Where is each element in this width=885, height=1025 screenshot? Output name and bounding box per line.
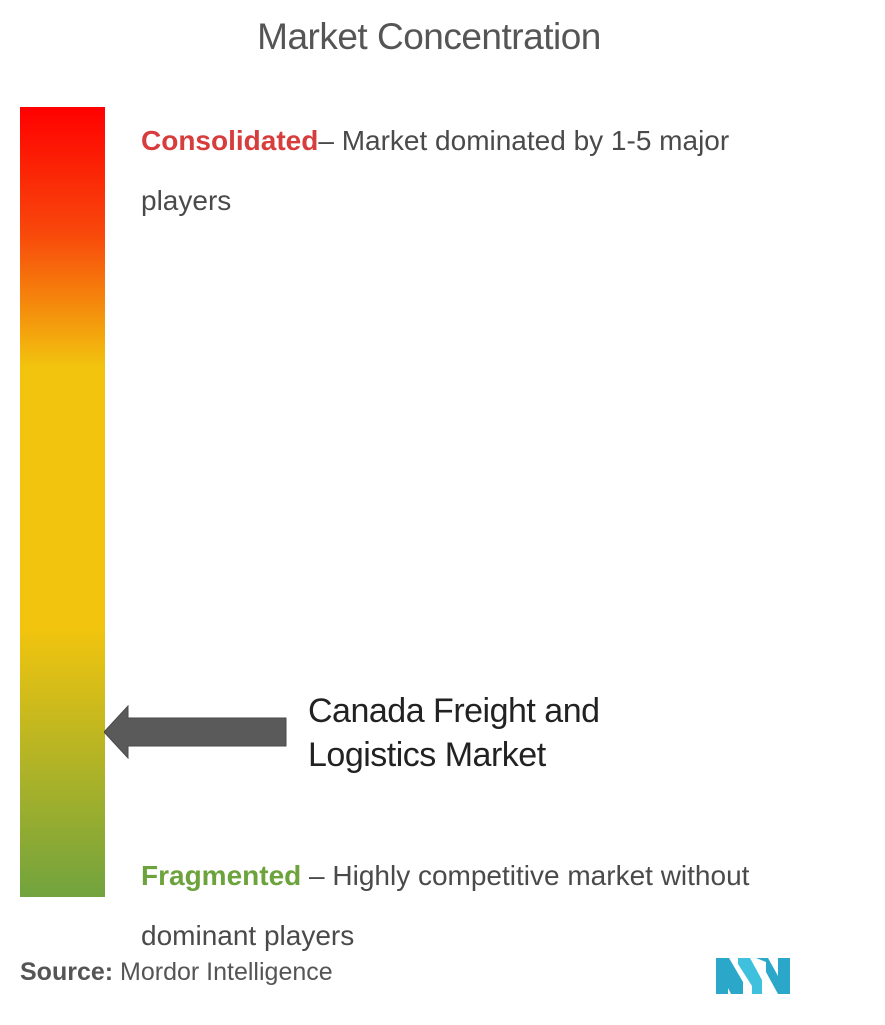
source-text: Mordor Intelligence	[113, 958, 333, 986]
fragmented-key: Fragmented	[141, 860, 302, 891]
market-name-label: Canada Freight and Logistics Market	[308, 692, 600, 774]
source-key: Source:	[20, 958, 114, 986]
fragmented-description: Fragmented – Highly competitive market w…	[141, 846, 861, 966]
consolidated-text: – Market dominated by 1-5 major players	[141, 125, 730, 216]
chart-title: Market Concentration	[257, 16, 601, 57]
source-citation: Source: Mordor Intelligence	[20, 958, 333, 987]
consolidated-description: Consolidated– Market dominated by 1-5 ma…	[141, 111, 821, 231]
consolidated-key: Consolidated	[141, 125, 319, 156]
concentration-gradient-bar	[20, 107, 105, 897]
mordor-intelligence-logo-icon	[716, 958, 790, 994]
fragmented-text: – Highly competitive market without domi…	[141, 860, 750, 951]
market-position-arrow	[104, 705, 287, 759]
